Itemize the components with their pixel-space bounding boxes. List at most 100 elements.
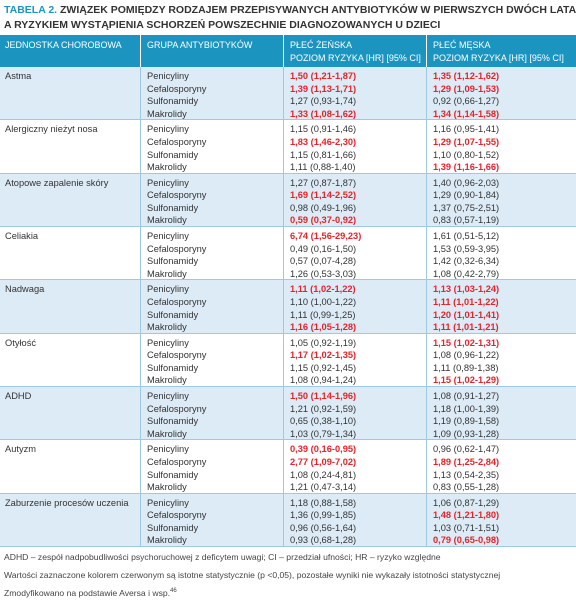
hr-female: 1,21 (0,92-1,59) — [290, 403, 357, 414]
column-divider — [426, 333, 427, 387]
column-divider — [140, 227, 141, 281]
column-header: JEDNOSTKA CHOROBOWA — [5, 40, 122, 50]
column-divider — [140, 387, 141, 441]
antibiotic: Sulfonamidy — [147, 256, 199, 267]
column-divider — [140, 333, 141, 387]
hr-male: 1,37 (0,75-2,51) — [433, 202, 500, 213]
column-divider — [283, 387, 284, 441]
hr-male: 0,83 (0,55-1,28) — [433, 482, 500, 493]
hr-male: 0,83 (0,57-1,19) — [433, 215, 500, 226]
disease: Alergiczny nieżyt nosa — [5, 124, 98, 135]
antibiotic: Sulfonamidy — [147, 149, 199, 160]
antibiotic: Sulfonamidy — [147, 362, 199, 373]
title-text: ZWIĄZEK POMIĘDZY RODZAJEM PRZEPISYWANYCH… — [60, 4, 576, 16]
antibiotic: Penicyliny — [147, 284, 189, 295]
hr-male: 1,13 (1,03-1,24) — [433, 284, 500, 295]
table-label: TABELA 2. — [4, 4, 58, 16]
hr-male: 1,39 (1,16-1,66) — [433, 162, 500, 173]
header-divider — [426, 35, 427, 67]
hr-male: 1,61 (0,51-5,12) — [433, 231, 500, 241]
hr-female: 1,10 (1,00-1,22) — [290, 296, 357, 307]
column-divider — [140, 173, 141, 227]
hr-male: 1,40 (0,96-2,03) — [433, 177, 500, 188]
column-divider — [426, 493, 427, 547]
hr-male: 1,35 (1,12-1,62) — [433, 71, 500, 81]
column-divider — [140, 120, 141, 174]
hr-female: 1,03 (0,79-1,34) — [290, 428, 357, 439]
hr-male: 1,89 (1,25-2,84) — [433, 456, 500, 467]
hr-female: 1,50 (1,21-1,87) — [290, 71, 357, 81]
hr-female: 1,36 (0,99-1,85) — [290, 510, 357, 521]
column-divider — [283, 440, 284, 494]
hr-female: 0,57 (0,07-4,28) — [290, 256, 357, 267]
hr-female: 1,39 (1,13-1,71) — [290, 83, 357, 94]
hr-female: 1,16 (1,05-1,28) — [290, 322, 357, 333]
disease: Zaburzenie procesów uczenia — [5, 497, 129, 508]
hr-male: 1,15 (1,02-1,29) — [433, 375, 500, 386]
hr-male: 1,13 (0,54-2,35) — [433, 469, 500, 480]
hr-female: 0,65 (0,38-1,10) — [290, 416, 357, 427]
hr-male: 1,08 (0,96-1,22) — [433, 350, 500, 361]
hr-female: 0,98 (0,49-1,96) — [290, 202, 357, 213]
hr-male: 1,08 (0,91-1,27) — [433, 391, 500, 401]
antibiotic: Makrolidy — [147, 322, 187, 333]
hr-male: 1,29 (1,07-1,55) — [433, 136, 500, 147]
antibiotic: Penicyliny — [147, 124, 189, 135]
antibiotic: Penicyliny — [147, 177, 189, 188]
antibiotic: Penicyliny — [147, 71, 189, 81]
antibiotic: Sulfonamidy — [147, 522, 199, 533]
group-background — [0, 280, 576, 334]
antibiotic: Penicyliny — [147, 391, 189, 401]
antibiotic: Cefalosporyny — [147, 243, 207, 254]
hr-male: 1,09 (0,93-1,28) — [433, 428, 500, 439]
disease: Atopowe zapalenie skóry — [5, 177, 109, 188]
group-background — [0, 227, 576, 281]
column-header: POZIOM RYZYKA [HR] [95% CI] — [290, 53, 421, 63]
column-divider — [426, 67, 427, 121]
hr-male: 1,53 (0,59-3,95) — [433, 243, 500, 254]
column-divider — [283, 493, 284, 547]
antibiotic: Cefalosporyny — [147, 296, 207, 307]
antibiotic: Cefalosporyny — [147, 350, 207, 361]
hr-female: 1,11 (1,02-1,22) — [290, 284, 356, 295]
column-divider — [283, 67, 284, 121]
hr-male: 1,10 (0,80-1,52) — [433, 149, 500, 160]
antibiotic: Cefalosporyny — [147, 510, 207, 521]
column-header: PŁEĆ ŻEŃSKA — [290, 40, 353, 50]
table-header — [0, 35, 576, 67]
column-divider — [283, 120, 284, 174]
disease: Celiakia — [5, 231, 39, 241]
antibiotic: Makrolidy — [147, 268, 187, 279]
column-divider — [426, 120, 427, 174]
antibiotic: Makrolidy — [147, 108, 187, 119]
group-background — [0, 493, 576, 547]
hr-female: 0,96 (0,56-1,64) — [290, 522, 357, 533]
antibiotic: Sulfonamidy — [147, 96, 199, 107]
hr-male: 1,29 (1,09-1,53) — [433, 83, 500, 94]
group-background — [0, 440, 576, 494]
antibiotic: Sulfonamidy — [147, 202, 199, 213]
antibiotic: Cefalosporyny — [147, 83, 207, 94]
footnote: Wartości zaznaczone kolorem czerwonym są… — [4, 570, 501, 580]
header-divider — [283, 35, 284, 67]
column-divider — [426, 387, 427, 441]
column-divider — [140, 493, 141, 547]
disease: Astma — [5, 71, 32, 81]
antibiotic: Makrolidy — [147, 162, 187, 173]
column-divider — [283, 280, 284, 334]
disease: Autyzm — [5, 444, 36, 455]
column-header: POZIOM RYZYKA [HR] [95% CI] — [433, 53, 564, 63]
hr-female: 1,08 (0,24-4,81) — [290, 469, 357, 480]
disease: Nadwaga — [5, 284, 45, 295]
hr-male: 1,19 (0,89-1,58) — [433, 416, 500, 427]
column-header: GRUPA ANTYBIOTYKÓW — [147, 40, 253, 50]
hr-female: 0,59 (0,37-0,92) — [290, 215, 357, 226]
hr-male: 1,48 (1,21-1,80) — [433, 510, 500, 521]
column-divider — [140, 67, 141, 121]
antibiotic: Penicyliny — [147, 337, 189, 348]
hr-male: 1,03 (0,71-1,51) — [433, 522, 500, 533]
hr-male: 1,15 (1,02-1,31) — [433, 337, 500, 348]
header-divider — [140, 35, 141, 67]
hr-male: 1,08 (0,42-2,79) — [433, 268, 500, 279]
